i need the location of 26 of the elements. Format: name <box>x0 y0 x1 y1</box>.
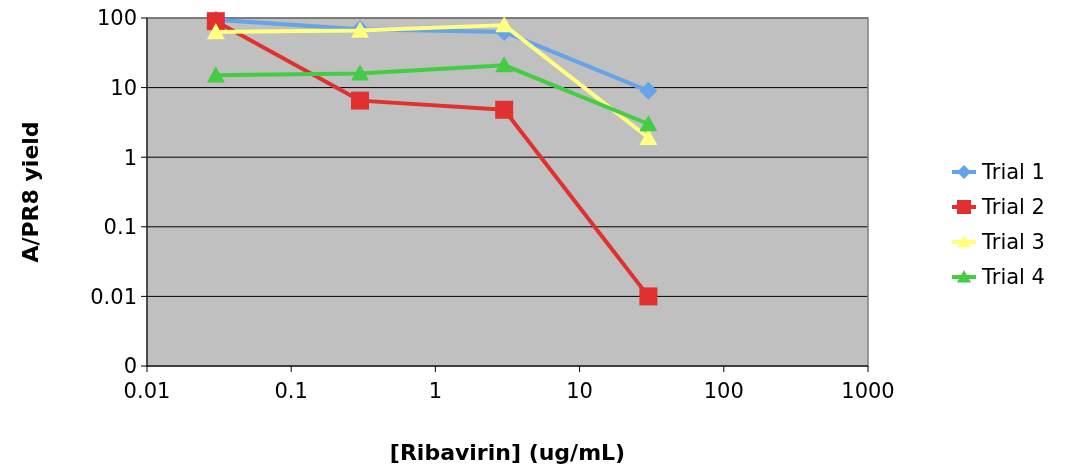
legend-label: Trial 4 <box>981 265 1045 290</box>
y-tick-label: 0.1 <box>103 215 137 240</box>
legend-label: Trial 2 <box>981 195 1045 220</box>
point <box>495 56 514 73</box>
y-tick-label: 10 <box>110 75 137 100</box>
point <box>206 22 225 40</box>
point <box>351 64 369 81</box>
legend-label: Trial 3 <box>981 230 1045 255</box>
y-tick-label: 100 <box>96 6 137 31</box>
y-tick-label: 0.01 <box>90 284 137 309</box>
point <box>639 114 658 132</box>
x-tick-label: 1 <box>428 379 443 403</box>
y-tick-label: 1 <box>123 145 137 170</box>
y-tick-label: 0 <box>123 354 137 379</box>
point <box>639 81 658 100</box>
x-axis-title: [Ribavirin] (ug/mL) <box>389 440 626 465</box>
point <box>351 91 369 110</box>
x-tick-label: 1000 <box>841 379 895 403</box>
point <box>206 66 225 83</box>
x-tick-label: 0.1 <box>274 379 308 403</box>
point <box>639 287 658 306</box>
x-tick-label: 10 <box>566 379 593 403</box>
y-axis-title: A/PR8 yield <box>18 121 43 263</box>
legend-label: Trial 1 <box>981 160 1045 185</box>
x-tick-label: 100 <box>703 379 744 403</box>
point <box>495 100 514 119</box>
